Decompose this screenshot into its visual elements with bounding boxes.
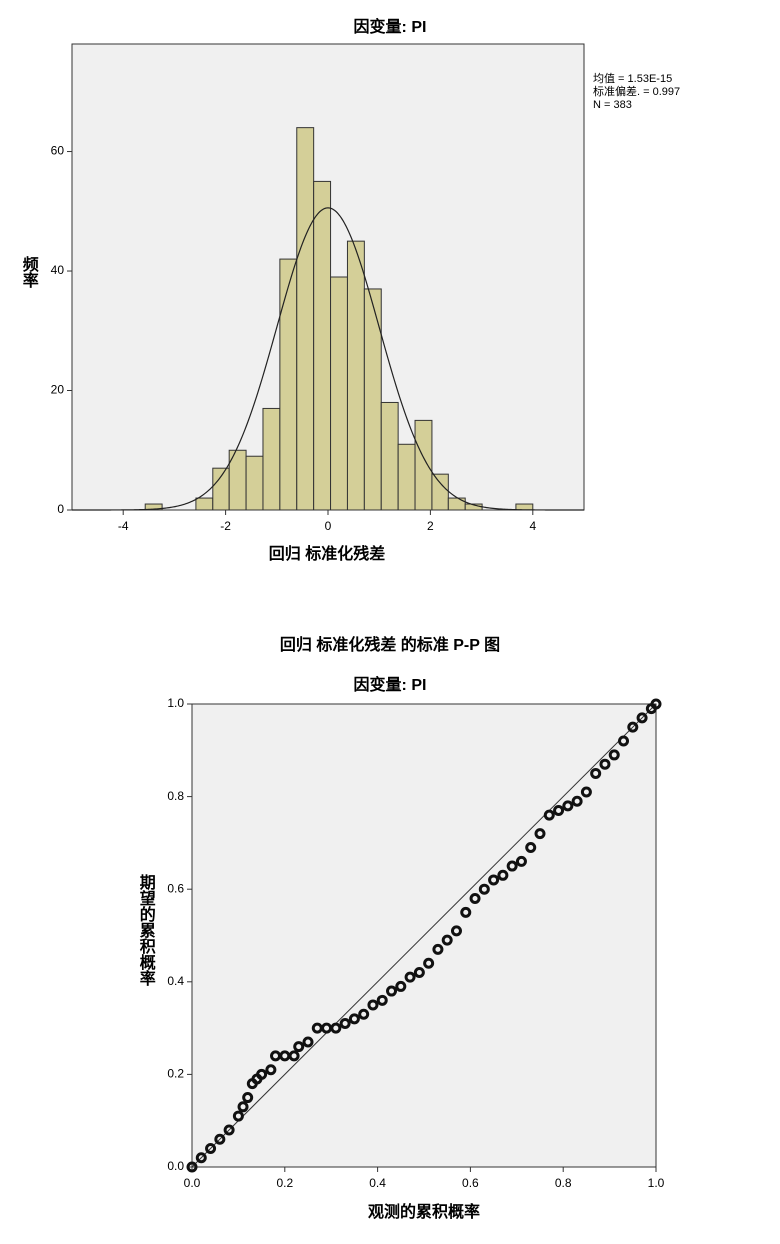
bar	[414, 419, 433, 511]
bar	[279, 258, 298, 511]
bar	[245, 455, 264, 511]
point	[450, 925, 462, 937]
stats-line: 标准偏差. = 0.997	[593, 84, 680, 98]
point	[358, 1008, 370, 1020]
point	[543, 809, 555, 821]
point	[423, 957, 435, 969]
y-axis-label: 期望的累积概率	[137, 873, 156, 987]
point	[205, 1142, 217, 1154]
point	[627, 721, 639, 733]
reference-line	[191, 703, 657, 1168]
bar	[447, 497, 466, 511]
point	[223, 1124, 235, 1136]
y-tick-label: 0.2	[167, 1067, 184, 1081]
y-tick-label: 0	[57, 502, 64, 516]
point	[534, 828, 546, 840]
point	[590, 767, 602, 779]
point	[195, 1152, 207, 1164]
x-axis-label: 观测的累积概率	[368, 1202, 480, 1221]
y-tick-label: 60	[51, 144, 65, 158]
y-tick-label: 20	[51, 383, 65, 397]
point	[186, 1161, 198, 1173]
point	[650, 698, 662, 710]
x-tick-label: 0	[325, 519, 332, 533]
point	[367, 999, 379, 1011]
stats-line: 均值 = 1.53E-15	[593, 72, 672, 85]
x-tick-label: 1.0	[648, 1176, 665, 1190]
bar	[346, 240, 365, 511]
x-tick-label: -2	[220, 519, 231, 533]
bar	[262, 407, 281, 511]
point	[469, 892, 481, 904]
point	[571, 795, 583, 807]
x-tick-label: 2	[427, 519, 434, 533]
bar	[313, 180, 332, 511]
point	[242, 1092, 254, 1104]
point	[386, 985, 398, 997]
point	[506, 860, 518, 872]
point	[599, 758, 611, 770]
chart-subtitle: 因变量: PI	[354, 675, 427, 694]
point	[302, 1036, 314, 1048]
y-tick-label: 0.0	[167, 1159, 184, 1173]
bar	[212, 467, 230, 511]
x-tick-label: 0.4	[369, 1176, 386, 1190]
point	[265, 1064, 277, 1076]
point	[237, 1101, 249, 1113]
point	[441, 934, 453, 946]
x-axis-label: 回归 标准化残差	[269, 544, 385, 563]
y-tick-label: 0.4	[167, 974, 184, 988]
point	[562, 800, 574, 812]
y-tick-label: 40	[51, 263, 65, 277]
point	[413, 967, 425, 979]
point	[488, 874, 500, 886]
bar	[144, 503, 163, 511]
bar	[195, 497, 214, 511]
x-tick-label: -4	[118, 519, 129, 533]
x-tick-label: 0.8	[555, 1176, 572, 1190]
point	[515, 855, 527, 867]
chart-title: 因变量: PI	[354, 17, 427, 36]
x-tick-label: 0.0	[184, 1176, 201, 1190]
point	[497, 869, 509, 881]
point	[232, 1110, 244, 1122]
point	[636, 712, 648, 724]
point	[339, 1017, 351, 1029]
bar	[431, 473, 449, 511]
point	[395, 980, 407, 992]
point	[525, 842, 537, 854]
point	[460, 906, 472, 918]
point	[618, 735, 630, 747]
y-axis-label: 频率	[20, 255, 39, 289]
bar	[380, 401, 399, 511]
x-tick-label: 0.2	[276, 1176, 293, 1190]
point	[580, 786, 592, 798]
point	[608, 749, 620, 761]
x-tick-label: 4	[529, 519, 536, 533]
bar	[515, 503, 534, 511]
point	[256, 1068, 268, 1080]
stats-line: N = 383	[593, 99, 632, 111]
y-tick-label: 0.6	[167, 881, 184, 895]
point	[404, 971, 416, 983]
point	[432, 943, 444, 955]
point	[330, 1022, 342, 1034]
point	[553, 804, 565, 816]
point	[348, 1013, 360, 1025]
chart-title: 回归 标准化残差 的标准 P-P 图	[280, 635, 500, 654]
x-tick-label: 0.6	[462, 1176, 479, 1190]
point	[293, 1041, 305, 1053]
bar	[363, 288, 382, 511]
y-tick-label: 0.8	[167, 789, 184, 803]
bar	[397, 443, 416, 511]
point	[478, 883, 490, 895]
point	[214, 1133, 226, 1145]
point	[376, 994, 388, 1006]
normal-curve	[72, 207, 584, 511]
bar	[296, 127, 315, 511]
point	[288, 1050, 300, 1062]
bar	[330, 276, 348, 511]
y-tick-label: 1.0	[167, 696, 184, 710]
